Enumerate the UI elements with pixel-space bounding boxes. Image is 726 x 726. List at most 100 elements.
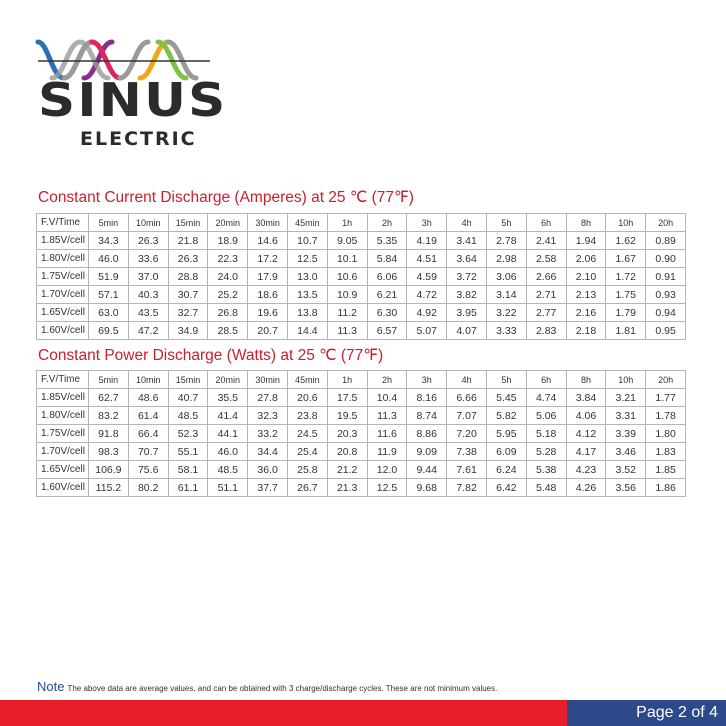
- column-header: 8h: [565, 213, 607, 232]
- table-cell: 6.42: [485, 478, 527, 497]
- table-row: 1.65V/cell 63.0 43.5 32.7 26.8 19.6 13.8 11.2 6.…: [36, 303, 686, 322]
- table-cell: 25.4: [286, 442, 328, 461]
- table-cell: 61.1: [167, 478, 209, 497]
- table-cell: 57.1: [88, 285, 129, 304]
- table-cell: 1.81: [605, 321, 647, 340]
- column-header: 20min: [207, 213, 249, 232]
- table-cell: 98.3: [88, 442, 129, 461]
- row-label: 1.80V/cell: [36, 406, 89, 425]
- table-cell: 5.84: [366, 249, 408, 268]
- table-cell: 1.67: [605, 249, 647, 268]
- column-header: F.V/Time: [36, 370, 89, 389]
- row-label: 1.60V/cell: [36, 321, 89, 340]
- table-cell: 40.7: [167, 388, 209, 407]
- table-cell: 3.64: [446, 249, 487, 268]
- column-header: 1h: [326, 213, 368, 232]
- table-cell: 3.95: [446, 303, 487, 322]
- table-cell: 34.4: [247, 442, 288, 461]
- table-cell: 0.93: [645, 285, 686, 304]
- table-cell: 40.3: [127, 285, 169, 304]
- table-cell: 1.80: [645, 424, 686, 443]
- row-label: 1.65V/cell: [36, 460, 89, 479]
- table-cell: 33.2: [247, 424, 288, 443]
- table-cell: 24.0: [207, 267, 249, 286]
- table-cell: 4.72: [406, 285, 448, 304]
- table-cell: 10.6: [326, 267, 368, 286]
- table-cell: 70.7: [127, 442, 169, 461]
- table-cell: 3.31: [605, 406, 647, 425]
- table-cell: 3.14: [485, 285, 527, 304]
- table-cell: 66.4: [127, 424, 169, 443]
- table-cell: 28.8: [167, 267, 209, 286]
- table-cell: 6.57: [366, 321, 408, 340]
- table-row: 1.75V/cell 51.9 37.0 28.8 24.0 17.9 13.0 10.6 6.…: [36, 267, 686, 286]
- table-cell: 22.3: [207, 249, 249, 268]
- column-header: 5h: [485, 213, 527, 232]
- column-header: 10h: [605, 213, 647, 232]
- table-cell: 28.5: [207, 321, 249, 340]
- table-cell: 26.7: [286, 478, 328, 497]
- table-cell: 7.38: [446, 442, 487, 461]
- table-cell: 26.3: [127, 231, 169, 250]
- table-cell: 20.7: [247, 321, 288, 340]
- column-header: 3h: [406, 213, 448, 232]
- table-cell: 5.06: [525, 406, 567, 425]
- table-cell: 1.83: [645, 442, 686, 461]
- table-cell: 32.3: [247, 406, 288, 425]
- column-header: 15min: [167, 370, 209, 389]
- table-cell: 5.45: [485, 388, 527, 407]
- table-cell: 0.91: [645, 267, 686, 286]
- table-cell: 3.46: [605, 442, 647, 461]
- table-cell: 8.16: [406, 388, 448, 407]
- column-header: 20h: [645, 370, 686, 389]
- table-row: 1.75V/cell 91.8 66.4 52.3 44.1 33.2 24.5 20.3 11…: [36, 424, 686, 443]
- table-cell: 47.2: [127, 321, 169, 340]
- table-cell: 7.07: [446, 406, 487, 425]
- table-cell: 21.3: [326, 478, 368, 497]
- table-cell: 11.9: [366, 442, 408, 461]
- table-cell: 6.66: [446, 388, 487, 407]
- table-row: 1.60V/cell 115.2 80.2 61.1 51.1 37.7 26.7 21.3 1…: [36, 478, 686, 497]
- table-cell: 3.21: [605, 388, 647, 407]
- table-cell: 5.18: [525, 424, 567, 443]
- current-discharge-table: F.V/Time 5min 10min 15min 20min 30min 45min 1h 2…: [36, 213, 686, 340]
- table-cell: 18.6: [247, 285, 288, 304]
- note-text: The above data are average values, and c…: [67, 684, 498, 693]
- table-cell: 37.7: [247, 478, 288, 497]
- row-label: 1.70V/cell: [36, 442, 89, 461]
- table-cell: 2.06: [565, 249, 607, 268]
- table-cell: 4.07: [446, 321, 487, 340]
- table-cell: 3.33: [485, 321, 527, 340]
- sine-wave-logo-icon: [35, 39, 210, 81]
- table-cell: 69.5: [88, 321, 129, 340]
- logo-name: SINUS: [38, 73, 228, 127]
- table-cell: 3.22: [485, 303, 527, 322]
- table-cell: 10.7: [286, 231, 328, 250]
- table-cell: 2.41: [525, 231, 567, 250]
- table-cell: 2.58: [525, 249, 567, 268]
- table-cell: 3.39: [605, 424, 647, 443]
- table-cell: 4.26: [565, 478, 607, 497]
- column-header: 20min: [207, 370, 249, 389]
- column-header: 10min: [127, 213, 169, 232]
- column-header: 8h: [565, 370, 607, 389]
- table-cell: 24.5: [286, 424, 328, 443]
- table-cell: 43.5: [127, 303, 169, 322]
- row-label: 1.65V/cell: [36, 303, 89, 322]
- table-cell: 2.16: [565, 303, 607, 322]
- table-cell: 11.6: [366, 424, 408, 443]
- column-header: 2h: [366, 213, 408, 232]
- table-cell: 7.82: [446, 478, 487, 497]
- table-cell: 2.78: [485, 231, 527, 250]
- table-cell: 14.6: [247, 231, 288, 250]
- table-cell: 2.83: [525, 321, 567, 340]
- table-cell: 41.4: [207, 406, 249, 425]
- table-cell: 2.71: [525, 285, 567, 304]
- note-label: Note: [37, 679, 65, 694]
- table-cell: 3.41: [446, 231, 487, 250]
- table-cell: 35.5: [207, 388, 249, 407]
- header-row: F.V/Time 5min 10min 15min 20min 30min 45min 1h 2…: [36, 213, 686, 232]
- table-cell: 0.94: [645, 303, 686, 322]
- table-cell: 20.3: [326, 424, 368, 443]
- table-cell: 9.44: [406, 460, 448, 479]
